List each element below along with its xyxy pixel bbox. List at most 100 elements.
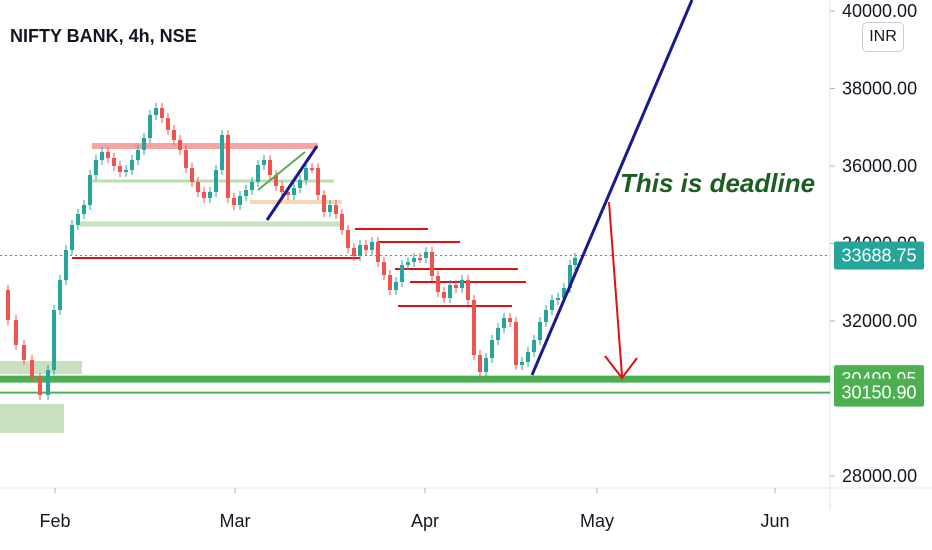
candle-body	[172, 130, 176, 140]
y-tick-label: 40000.00	[842, 1, 917, 21]
candle-body	[124, 170, 128, 172]
candle-body	[490, 340, 494, 358]
candle-body	[304, 168, 308, 180]
candle-body	[88, 175, 92, 205]
candle-body	[106, 152, 110, 158]
candle-body	[466, 280, 470, 300]
demand-zone-box	[0, 404, 64, 433]
candle-body	[352, 248, 356, 256]
candle-body	[82, 205, 86, 214]
candle-body	[394, 282, 398, 290]
candle-body	[190, 168, 194, 182]
candle-body	[22, 345, 26, 360]
candle-body	[292, 188, 296, 195]
candle-body	[226, 135, 230, 198]
arrow-line	[608, 201, 623, 377]
candle-body	[550, 300, 554, 310]
candle-body	[424, 252, 428, 258]
candle-body	[196, 182, 200, 192]
candle-body	[538, 322, 542, 340]
candle-body	[38, 378, 42, 395]
candle-body	[340, 214, 344, 230]
candle-body	[514, 322, 518, 365]
annotation-text: This is deadline	[620, 168, 815, 198]
y-tick-label: 32000.00	[842, 311, 917, 331]
candle-body	[508, 318, 512, 322]
candle-body	[544, 310, 548, 322]
candle-body	[346, 230, 350, 248]
candle-body	[30, 360, 34, 378]
candle-body	[202, 192, 206, 198]
candle-body	[154, 108, 158, 115]
candle-body	[46, 370, 50, 395]
candle-body	[262, 160, 266, 165]
candle-body	[568, 265, 572, 288]
candle-body	[436, 276, 440, 292]
candle-body	[376, 242, 380, 262]
candle-body	[412, 258, 416, 262]
price-badge-label: 30150.90	[841, 383, 916, 403]
y-tick-label: 38000.00	[842, 79, 917, 99]
candle-body	[244, 190, 248, 196]
candle-body	[208, 192, 212, 198]
candle-body	[364, 245, 368, 250]
candle-body	[478, 355, 482, 372]
candle-body	[118, 166, 122, 172]
candle-body	[76, 214, 80, 225]
candle-body	[406, 262, 410, 265]
candle-body	[184, 150, 188, 168]
candle-body	[112, 158, 116, 166]
candle-body	[442, 292, 446, 298]
candle-body	[532, 340, 536, 352]
candle-body	[400, 265, 404, 282]
candle-body	[166, 118, 170, 130]
arrow-head	[604, 355, 638, 380]
candle-body	[562, 288, 566, 298]
trend-line	[257, 151, 306, 191]
candle-body	[448, 285, 452, 298]
demand-zone-box	[0, 361, 82, 374]
candle-body	[130, 160, 134, 170]
candle-body	[418, 258, 422, 260]
candle-body	[14, 320, 18, 345]
price-badge	[834, 378, 924, 407]
candle-body	[526, 352, 530, 362]
candle-body	[460, 280, 464, 288]
candle-body	[280, 186, 284, 192]
candle-body	[142, 138, 146, 150]
x-tick-label: Jun	[760, 511, 789, 531]
candle-body	[382, 262, 386, 275]
candle-body	[70, 225, 74, 250]
candle-body	[250, 182, 254, 190]
candle-body	[334, 205, 338, 214]
candle-body	[310, 168, 314, 170]
candle-body	[64, 250, 68, 280]
candle-body	[268, 160, 272, 175]
candle-body	[256, 165, 260, 182]
y-tick-label: 28000.00	[842, 466, 917, 486]
x-tick-label: Apr	[411, 511, 439, 531]
candle-body	[148, 115, 152, 138]
candle-body	[370, 242, 374, 250]
candle-body	[520, 362, 524, 365]
deadline-trend-line	[530, 0, 694, 376]
candle-body	[472, 300, 476, 355]
candle-body	[178, 140, 182, 150]
candle-body	[502, 318, 506, 328]
candle-body	[328, 205, 332, 212]
candle-body	[160, 108, 164, 118]
candle-body	[52, 310, 56, 370]
currency-button[interactable]: INR	[862, 22, 904, 52]
candle-body	[136, 150, 140, 160]
candle-body	[274, 175, 278, 186]
candle-body	[556, 298, 560, 300]
candle-body	[316, 168, 320, 195]
candle-body	[100, 152, 104, 160]
candle-body	[484, 358, 488, 372]
candle-body	[573, 258, 577, 265]
candle-body	[358, 245, 362, 256]
candle-body	[286, 192, 290, 195]
candle-body	[430, 252, 434, 276]
price-badge-label: 33688.75	[841, 246, 916, 266]
